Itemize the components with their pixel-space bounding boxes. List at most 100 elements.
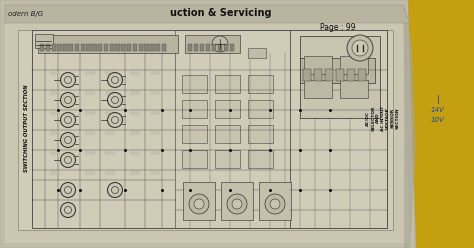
Bar	[105, 171, 115, 175]
Bar	[130, 91, 140, 95]
Bar	[85, 91, 95, 95]
Bar	[50, 131, 60, 135]
Bar	[150, 111, 160, 115]
Bar	[156, 44, 161, 51]
Bar	[300, 58, 375, 83]
Circle shape	[227, 194, 247, 214]
Bar	[248, 125, 273, 143]
Circle shape	[232, 199, 242, 209]
Text: odern B/G: odern B/G	[8, 11, 43, 17]
Circle shape	[61, 183, 75, 197]
Bar	[38, 35, 178, 53]
Circle shape	[189, 194, 209, 214]
Bar	[130, 131, 140, 135]
Circle shape	[347, 35, 373, 61]
Bar	[150, 131, 160, 135]
Bar	[212, 44, 217, 51]
Circle shape	[61, 203, 75, 217]
Circle shape	[108, 183, 122, 197]
Bar	[121, 44, 126, 51]
Bar	[221, 182, 253, 220]
Bar	[50, 171, 60, 175]
Text: Page : 99: Page : 99	[320, 24, 356, 32]
Bar	[130, 171, 140, 175]
Bar	[85, 131, 95, 135]
Text: 10V: 10V	[431, 117, 445, 123]
Bar	[358, 69, 366, 81]
Bar	[290, 30, 387, 228]
Bar	[194, 44, 199, 51]
Bar	[150, 91, 160, 95]
Circle shape	[108, 113, 122, 127]
Bar	[336, 69, 344, 81]
Bar	[130, 71, 140, 75]
Bar	[303, 69, 311, 81]
Polygon shape	[5, 5, 410, 23]
Circle shape	[352, 40, 368, 56]
Bar	[304, 80, 332, 98]
Bar	[52, 44, 56, 51]
Bar	[98, 44, 102, 51]
Bar	[215, 150, 240, 168]
Text: 14V: 14V	[431, 107, 445, 113]
Bar	[182, 150, 207, 168]
Bar	[115, 44, 120, 51]
Bar	[304, 56, 332, 74]
Bar	[63, 44, 68, 51]
Bar	[188, 44, 192, 51]
Bar	[86, 44, 91, 51]
Bar	[248, 100, 273, 118]
Circle shape	[61, 113, 75, 127]
Bar	[92, 44, 97, 51]
Circle shape	[108, 93, 122, 107]
Bar	[35, 34, 53, 48]
Bar	[18, 30, 393, 230]
Bar	[85, 171, 95, 175]
Bar	[248, 75, 273, 93]
Bar	[109, 44, 114, 51]
Bar	[130, 111, 140, 115]
Bar	[85, 151, 95, 155]
Bar	[224, 44, 228, 51]
Bar	[300, 36, 380, 118]
Bar	[138, 44, 143, 51]
Bar	[105, 131, 115, 135]
Bar	[130, 151, 140, 155]
Bar	[127, 44, 131, 51]
Bar	[230, 44, 235, 51]
Bar	[182, 125, 207, 143]
Circle shape	[108, 72, 122, 88]
Bar	[50, 151, 60, 155]
Bar	[85, 71, 95, 75]
Text: SWITCHING OUTPUT SECTION: SWITCHING OUTPUT SECTION	[25, 84, 29, 172]
Circle shape	[265, 194, 285, 214]
Bar	[50, 71, 60, 75]
Bar	[218, 44, 222, 51]
Bar	[314, 69, 322, 81]
Bar	[340, 80, 368, 98]
Bar	[133, 44, 137, 51]
Bar	[50, 111, 60, 115]
Bar	[150, 151, 160, 155]
Bar	[104, 44, 108, 51]
Bar	[162, 44, 166, 51]
Bar	[182, 100, 207, 118]
Text: AC/DC
SELECTOR
AND
AC IN/OUT
VOLTAGE
SENSOR
SECTION: AC/DC SELECTOR AND AC IN/OUT VOLTAGE SEN…	[366, 105, 400, 131]
Circle shape	[61, 72, 75, 88]
Bar	[57, 44, 62, 51]
Text: |: |	[437, 95, 439, 104]
Bar	[347, 69, 355, 81]
Bar	[145, 44, 149, 51]
Polygon shape	[5, 5, 410, 243]
Bar	[105, 151, 115, 155]
Circle shape	[194, 199, 204, 209]
Circle shape	[61, 153, 75, 167]
Bar	[150, 71, 160, 75]
Bar	[325, 69, 333, 81]
Bar	[81, 44, 85, 51]
Bar	[105, 111, 115, 115]
Bar	[206, 44, 210, 51]
Bar	[259, 182, 291, 220]
Polygon shape	[404, 0, 416, 248]
Bar	[105, 91, 115, 95]
